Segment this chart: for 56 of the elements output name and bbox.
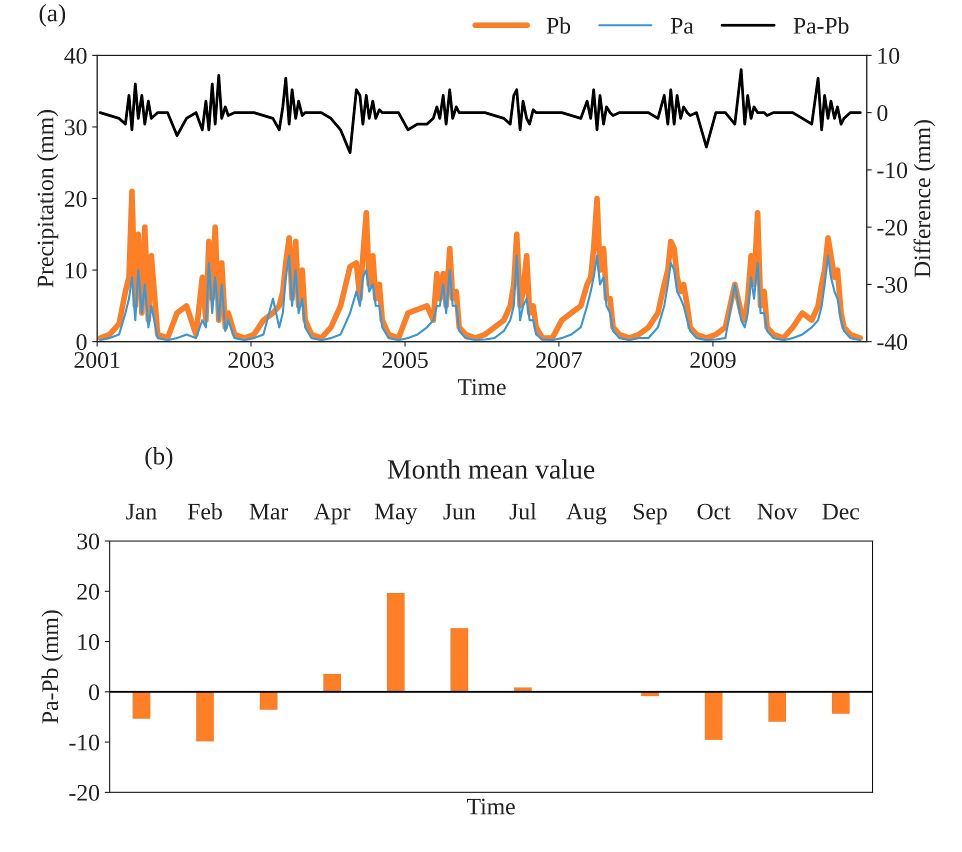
y2-tick-label: -40 bbox=[877, 334, 908, 350]
bar bbox=[131, 691, 152, 720]
x-tick-label: Sep bbox=[634, 504, 667, 524]
x-tick-label: 2009 bbox=[690, 352, 736, 368]
y-tick-label: 30 bbox=[77, 534, 100, 550]
y-tick-label: 40 bbox=[64, 48, 87, 64]
x-axis-title: Time bbox=[467, 798, 515, 815]
x-tick-label: Nov bbox=[758, 504, 798, 520]
legend-label: Pa bbox=[670, 18, 694, 34]
text: (a) bbox=[40, 4, 66, 27]
bar bbox=[194, 691, 216, 743]
x-axis-title: Time bbox=[458, 379, 506, 395]
x-tick-label: May bbox=[374, 504, 418, 524]
y2-tick-label: 10 bbox=[878, 48, 900, 64]
y2-tick-label: -30 bbox=[877, 276, 908, 293]
chart-title: Month mean value bbox=[388, 459, 594, 479]
line-series bbox=[98, 68, 862, 154]
legend-label: Pb bbox=[546, 17, 570, 34]
y2-axis-title: Difference (mm) bbox=[914, 120, 936, 278]
x-tick-label: 2003 bbox=[228, 352, 274, 368]
y2-tick-label: -10 bbox=[877, 162, 908, 178]
x-tick-label: Jun bbox=[443, 504, 476, 520]
bar bbox=[830, 691, 851, 716]
y-tick-label: 0 bbox=[76, 334, 87, 350]
y-axis-title: Pa-Pb (mm) bbox=[42, 610, 63, 724]
y-tick-label: 30 bbox=[64, 119, 87, 136]
y-tick-label: 10 bbox=[66, 262, 87, 279]
bar bbox=[766, 691, 788, 724]
x-tick-label: 2005 bbox=[382, 352, 428, 368]
x-tick-label: Oct bbox=[698, 504, 731, 520]
y-axis-title: Precipitation (mm) bbox=[36, 110, 58, 288]
y2-tick-label: 0 bbox=[877, 105, 888, 122]
x-tick-label: Mar bbox=[250, 504, 288, 520]
bar bbox=[386, 592, 406, 693]
text: (b) bbox=[145, 446, 172, 470]
bar bbox=[703, 691, 724, 742]
bar bbox=[322, 672, 342, 693]
y-tick-label: 10 bbox=[78, 634, 100, 650]
x-tick-label: Feb bbox=[188, 502, 222, 520]
x-tick-label: Aug bbox=[566, 504, 606, 524]
y-tick-label: 20 bbox=[77, 584, 100, 600]
bar bbox=[449, 626, 470, 693]
bar bbox=[258, 691, 279, 712]
x-tick-label: 2001 bbox=[74, 352, 120, 368]
x-tick-label: Jul bbox=[510, 502, 536, 520]
y-tick-label: 20 bbox=[64, 191, 87, 207]
x-tick-label: 2007 bbox=[536, 352, 582, 368]
line-series bbox=[99, 254, 862, 342]
x-tick-label: Dec bbox=[822, 504, 860, 520]
x-tick-label: Jan bbox=[126, 504, 157, 520]
y-tick-label: 0 bbox=[89, 684, 100, 700]
x-tick-label: Apr bbox=[314, 504, 350, 524]
y-tick-label: -10 bbox=[69, 734, 100, 751]
y2-tick-label: -20 bbox=[877, 220, 908, 236]
legend-label: Pa-Pb bbox=[794, 17, 848, 34]
y-tick-label: -20 bbox=[69, 784, 100, 801]
